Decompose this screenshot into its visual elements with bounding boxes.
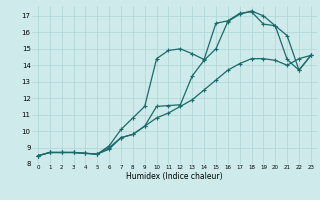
X-axis label: Humidex (Indice chaleur): Humidex (Indice chaleur) — [126, 172, 223, 181]
